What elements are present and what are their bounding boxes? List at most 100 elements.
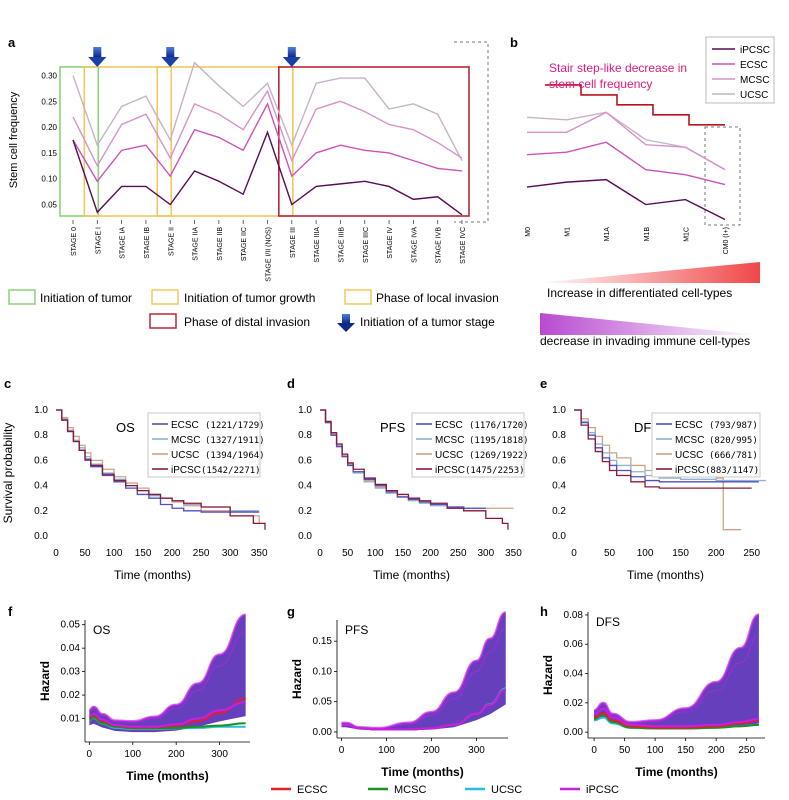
- c-ytick-label: 0.8: [34, 430, 48, 441]
- panel-h-dfs-hazard: 0.00 0.02 0.04 0.06 0.08 0 50 100 150 200 250 Time …: [541, 610, 765, 779]
- e-ytick-label: 0.0: [552, 531, 566, 542]
- f-ytick-label: 0.04: [61, 643, 81, 654]
- d-xtick-label: 300: [477, 548, 494, 559]
- d-legend-count-UCSC: (1269/1922): [469, 451, 529, 461]
- d-legend-count-ECSC: (1176/1720): [469, 421, 529, 431]
- stage-arrow-shaft: [166, 47, 175, 57]
- gradient-immune-label: decrease in invading immune cell-types: [540, 334, 750, 348]
- a-category-label: STAGE III: [290, 227, 297, 258]
- gradient-differentiated-wedge: [536, 262, 760, 283]
- stage-arrow-icon: [282, 47, 301, 67]
- stage-arrow-head: [88, 57, 107, 67]
- a-ytick-label: 0.25: [41, 97, 57, 106]
- d-ytick-label: 1.0: [298, 405, 312, 416]
- a-series-line-iPCSC: [72, 130, 463, 216]
- f-ytick-label: 0.02: [61, 690, 81, 701]
- legend-label-tumor: Initiation of tumor: [40, 291, 132, 305]
- a-ylabel: Stem cell frequency: [8, 91, 20, 188]
- hazard-legend-label-ECSC: ECSC: [297, 784, 328, 796]
- panel-label-g: g: [287, 604, 295, 619]
- f-ytick-label: 0.01: [61, 714, 81, 725]
- h-ytick-label: 0.08: [564, 610, 584, 621]
- d-ytick-label: 0.6: [298, 455, 312, 466]
- e-xtick-label: 100: [637, 548, 654, 559]
- d-legend-name-MCSC: MCSC: [435, 435, 464, 446]
- c-legend: ECSC (1221/1729) MCSC (1327/1911) UCSC (1394/…: [147, 412, 265, 478]
- f-xtick-label: 300: [211, 749, 228, 760]
- d-xtick-label: 350: [505, 548, 522, 559]
- b-category-label: M1C: [683, 227, 690, 242]
- g-ytick-label: 0.10: [313, 666, 333, 677]
- c-legend-name-UCSC: UCSC: [171, 450, 199, 461]
- d-legend-name-iPCSC: iPCSC: [435, 465, 465, 476]
- gradient-differentiated: Increase in differentiated cell-types: [536, 262, 760, 300]
- e-legend-count-iPCSC: (883/1147): [705, 466, 759, 476]
- b-legend-label-ECSC: ECSC: [740, 60, 768, 71]
- e-legend-name-iPCSC: iPCSC: [675, 465, 705, 476]
- a-category-label: STAGE I: [95, 227, 102, 254]
- c-xtick-label: 200: [164, 548, 181, 559]
- a-category-label: STAGE IVB: [436, 227, 443, 264]
- c-legend-name-iPCSC: iPCSC: [171, 465, 201, 476]
- b-category-label: M1: [565, 227, 572, 237]
- f-hazard-band: [89, 614, 246, 733]
- c-ytick-label: 0.0: [34, 531, 48, 542]
- panel-e-dfs-km: 0.0 0.2 0.4 0.6 0.8 1.0 0 50 100 150 200 250 Time (m…: [552, 405, 766, 582]
- c-ytick-label: 0.6: [34, 455, 48, 466]
- panel-b-metastasis-chart: Stair step-like decrease in stem cell fre…: [525, 36, 775, 254]
- b-staircase: [545, 84, 725, 126]
- h-ylabel: Hazard: [541, 655, 555, 695]
- e-xtick-label: 50: [604, 548, 616, 559]
- b-series-line-MCSC: [527, 111, 726, 171]
- d-ytick-label: 0.0: [298, 531, 312, 542]
- h-xtick-label: 250: [738, 745, 755, 756]
- g-xtick-label: 100: [378, 745, 395, 756]
- h-xlabel: Time (months): [635, 765, 717, 779]
- c-legend-count-iPCSC: (1542/2271): [201, 466, 261, 476]
- c-ytick-label: 0.4: [34, 481, 48, 492]
- hazard-legend-label-MCSC: MCSC: [394, 784, 426, 796]
- legend-label-local: Phase of local invasion: [376, 291, 499, 305]
- panel-label-d: d: [287, 376, 295, 391]
- a-ytick-label: 0.05: [41, 201, 57, 210]
- legend-swatch-distal: [149, 313, 177, 329]
- a-ytick-label: 0.20: [41, 123, 57, 132]
- legend-swatch-growth: [151, 289, 179, 305]
- stage-arrow-icon: [161, 47, 180, 67]
- a-ytick-label: 0.30: [41, 71, 57, 80]
- b-category-label: M1A: [604, 227, 611, 242]
- g-title: PFS: [345, 623, 368, 637]
- e-legend-name-ECSC: ECSC: [675, 420, 703, 431]
- f-xlabel: Time (months): [126, 769, 208, 783]
- d-legend: ECSC (1176/1720) MCSC (1195/1818) UCSC (1269/…: [411, 412, 529, 478]
- f-ylabel: Hazard: [38, 661, 52, 701]
- g-xtick-label: 300: [468, 745, 485, 756]
- a-category-label: STAGE IV: [387, 227, 394, 259]
- legend-stage-arrow-icon: [337, 314, 355, 332]
- f-title: OS: [93, 623, 110, 637]
- a-category-label: STAGE IIIB: [338, 227, 345, 263]
- c-legend-name-ECSC: ECSC: [171, 420, 199, 431]
- gradient-immune-wedge: [540, 313, 760, 335]
- gradient-immune: decrease in invading immune cell-types: [540, 313, 760, 348]
- e-ytick-label: 1.0: [552, 405, 566, 416]
- h-hazard-curve-iPCSC: [593, 707, 759, 728]
- c-xlabel: Time (months): [114, 568, 191, 582]
- phase-box-phase_tumor: [59, 66, 100, 217]
- e-legend: ECSC (793/987) MCSC (820/995) UCSC (666/781) i…: [651, 412, 761, 478]
- d-ytick-label: 0.4: [298, 481, 312, 492]
- f-xtick-label: 0: [87, 749, 93, 760]
- zoom-connector: [454, 41, 489, 223]
- hazard-legend-label-UCSC: UCSC: [491, 784, 522, 796]
- e-legend-count-MCSC: (820/995): [709, 436, 758, 446]
- d-legend-name-UCSC: UCSC: [435, 450, 463, 461]
- h-ytick-label: 0.02: [564, 698, 584, 709]
- d-xtick-label: 150: [395, 548, 412, 559]
- stage-arrow-head: [282, 57, 301, 67]
- f-hazard-band-edge-inner: [89, 631, 246, 723]
- legend-swatch-tumor: [8, 289, 36, 305]
- a-category-label: STAGE IVC: [460, 227, 467, 264]
- e-xtick-label: 250: [743, 548, 760, 559]
- panel-label-e: e: [540, 376, 547, 391]
